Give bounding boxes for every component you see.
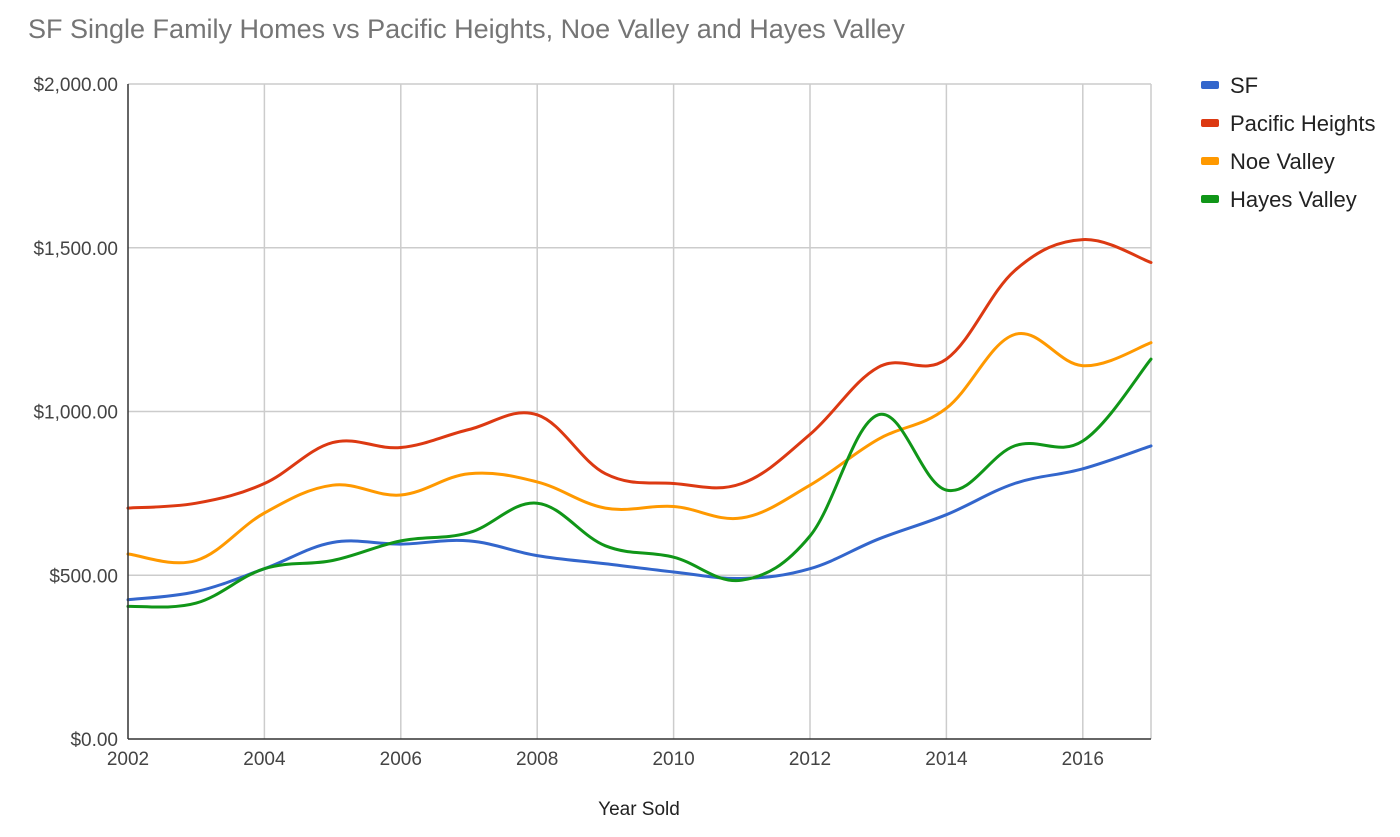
y-tick-label: $0.00	[70, 730, 118, 751]
legend-label: SF	[1230, 73, 1258, 98]
legend-swatch	[1201, 195, 1219, 203]
x-tick-label: 2014	[925, 749, 968, 770]
x-axis-ticks: 2002 2004 2006 2008 2010 2012 2014 2016	[107, 749, 1104, 770]
legend-item-sf[interactable]: SF	[1201, 73, 1258, 98]
series-line-sf	[126, 444, 1153, 602]
series-lines	[126, 238, 1153, 609]
x-tick-label: 2004	[243, 749, 286, 770]
y-tick-label: $500.00	[49, 566, 118, 587]
x-tick-label: 2006	[380, 749, 422, 770]
x-tick-label: 2012	[789, 749, 831, 770]
legend-item-pacific-heights[interactable]: Pacific Heights	[1201, 111, 1376, 136]
series-line-pacific-heights	[126, 238, 1153, 510]
x-tick-label: 2010	[652, 749, 694, 770]
legend[interactable]: SF Pacific Heights Noe Valley Hayes Valley	[1201, 73, 1376, 212]
legend-label: Hayes Valley	[1230, 187, 1357, 212]
y-tick-label: $2,000.00	[33, 75, 118, 96]
x-tick-label: 2002	[107, 749, 149, 770]
series-line-hayes-valley	[126, 357, 1153, 609]
legend-label: Pacific Heights	[1230, 111, 1376, 136]
y-tick-label: $1,500.00	[33, 239, 118, 260]
gridlines	[128, 83, 1152, 739]
legend-swatch	[1201, 157, 1219, 165]
y-tick-label: $1,000.00	[33, 403, 118, 424]
legend-swatch	[1201, 81, 1219, 89]
x-axis-label: Year Sold	[598, 799, 680, 820]
axes	[127, 84, 1151, 740]
legend-item-hayes-valley[interactable]: Hayes Valley	[1201, 187, 1357, 212]
x-tick-label: 2016	[1062, 749, 1104, 770]
legend-item-noe-valley[interactable]: Noe Valley	[1201, 149, 1335, 174]
legend-swatch	[1201, 119, 1219, 127]
series-line-noe-valley	[126, 332, 1153, 565]
y-axis-ticks: $0.00 $500.00 $1,000.00 $1,500.00 $2,000.00	[33, 75, 118, 751]
chart-title: SF Single Family Homes vs Pacific Height…	[28, 14, 905, 44]
x-tick-label: 2008	[516, 749, 558, 770]
legend-label: Noe Valley	[1230, 149, 1335, 174]
